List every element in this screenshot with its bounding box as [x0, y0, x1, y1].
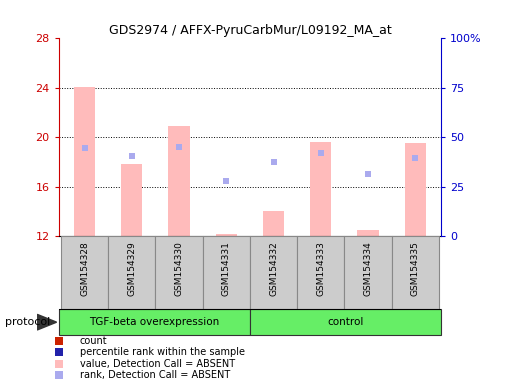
Bar [249, 309, 440, 335]
Text: count: count [79, 336, 107, 346]
Text: GSM154328: GSM154328 [80, 241, 89, 296]
Text: GSM154331: GSM154331 [221, 241, 231, 296]
Bar [344, 236, 391, 309]
Text: GSM154335: GSM154335 [410, 241, 419, 296]
Bar [309, 142, 331, 236]
Bar [108, 236, 155, 309]
Text: GSM154334: GSM154334 [363, 241, 372, 296]
Text: TGF-beta overexpression: TGF-beta overexpression [89, 317, 219, 327]
Bar [202, 236, 249, 309]
Bar [121, 164, 142, 236]
Text: protocol: protocol [5, 317, 50, 327]
Bar [74, 87, 95, 236]
Bar [168, 126, 189, 236]
Bar [59, 309, 249, 335]
Text: GSM154330: GSM154330 [174, 241, 183, 296]
Bar [297, 236, 344, 309]
Text: GSM154329: GSM154329 [127, 241, 136, 296]
Text: rank, Detection Call = ABSENT: rank, Detection Call = ABSENT [79, 370, 230, 380]
Text: control: control [327, 317, 363, 327]
Text: value, Detection Call = ABSENT: value, Detection Call = ABSENT [79, 359, 234, 369]
Bar [357, 230, 378, 236]
Polygon shape [37, 314, 56, 330]
Bar [262, 212, 284, 236]
Bar [404, 144, 425, 236]
Bar [155, 236, 202, 309]
Bar [391, 236, 438, 309]
Bar [61, 236, 108, 309]
Text: GSM154333: GSM154333 [316, 241, 325, 296]
Bar [249, 236, 297, 309]
Bar [215, 234, 237, 236]
Text: percentile rank within the sample: percentile rank within the sample [79, 347, 244, 357]
Text: GSM154332: GSM154332 [268, 241, 277, 296]
Title: GDS2974 / AFFX-PyruCarbMur/L09192_MA_at: GDS2974 / AFFX-PyruCarbMur/L09192_MA_at [108, 24, 390, 37]
